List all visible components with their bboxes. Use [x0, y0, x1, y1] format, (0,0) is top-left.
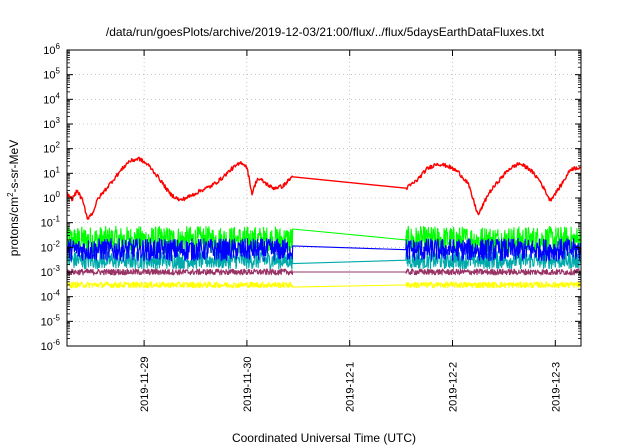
x-axis-label: Coordinated Universal Time (UTC): [232, 431, 416, 445]
x-tick-label: 2019-11-29: [139, 357, 151, 412]
y-tick-label: 10-2: [41, 239, 61, 254]
x-tick-label: 2019-12-3: [550, 362, 562, 412]
chart-title: /data/run/goesPlots/archive/2019-12-03/2…: [106, 25, 545, 39]
y-tick-label: 10-3: [41, 264, 61, 279]
y-tick-label: 103: [43, 116, 60, 131]
x-axis: 2019-11-29 2019-11-30 2019-12-1 2019-12-2 20…: [139, 50, 562, 412]
y-tick-label: 106: [43, 42, 60, 57]
y-tick-label: 104: [43, 91, 60, 106]
y-tick-label: 10-4: [41, 289, 61, 304]
y-tick-label: 102: [43, 141, 60, 156]
y-axis-label: protons/cm2-s-sr-MeV: [6, 140, 21, 256]
x-tick-label: 2019-11-30: [242, 357, 254, 412]
x-tick-label: 2019-12-2: [448, 362, 460, 412]
y-tick-label: 10-1: [41, 215, 61, 230]
y-tick-label: 10-6: [41, 338, 61, 353]
y-tick-label: 101: [43, 165, 60, 180]
y-tick-label: 100: [43, 190, 60, 205]
y-tick-label: 10-5: [41, 313, 61, 328]
grid-lines: [67, 50, 581, 346]
x-tick-label: 2019-12-1: [345, 362, 357, 412]
y-tick-label: 105: [43, 67, 60, 82]
y-axis: 10-6 10-5 10-4 10-3 10-2 10-1 100 101 102 103 104 1…: [41, 42, 581, 353]
